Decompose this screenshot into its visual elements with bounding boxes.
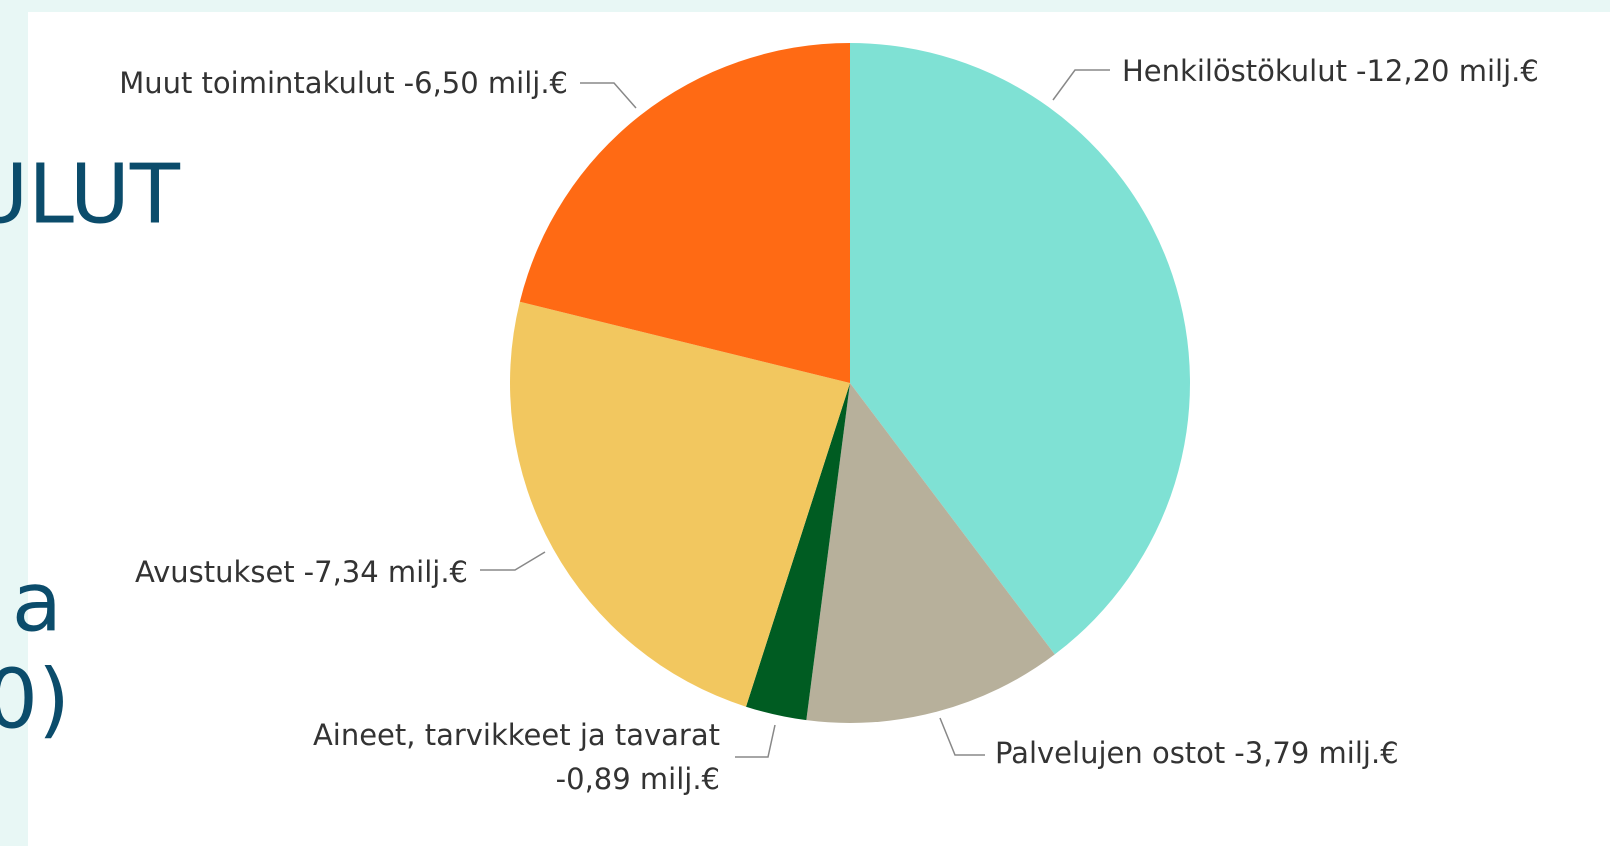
- leader-line: [735, 724, 776, 758]
- leader-line: [480, 551, 546, 571]
- data-label-value: -0,89 milj.€: [556, 762, 720, 796]
- data-label: Muut toimintakulut -6,50 milj.€: [119, 66, 568, 100]
- leader-line: [939, 717, 985, 756]
- data-label-name: Aineet, tarvikkeet ja tavarat: [313, 718, 720, 752]
- data-label-name: Avustukset: [135, 555, 295, 589]
- data-label-name: Muut toimintakulut: [119, 66, 394, 100]
- leader-line: [1052, 69, 1110, 101]
- pie-slice: [745, 383, 850, 721]
- data-label-value: -12,20 milj.€: [1356, 54, 1539, 88]
- data-label-name: Palvelujen ostot: [995, 736, 1225, 770]
- data-label-value: -3,79 milj.€: [1234, 736, 1398, 770]
- slide-text: 0): [0, 652, 70, 747]
- pie-slice: [510, 301, 850, 707]
- slide-text: a: [12, 555, 62, 650]
- leader-line: [580, 82, 637, 109]
- data-label-value: -6,50 milj.€: [404, 66, 568, 100]
- pie-slice: [806, 383, 1055, 723]
- slide-heading: ULUT: [0, 147, 181, 242]
- data-label: Henkilöstökulut -12,20 milj.€: [1122, 54, 1539, 88]
- data-label: Palvelujen ostot -3,79 milj.€: [995, 736, 1399, 770]
- pie-slice: [850, 43, 1190, 655]
- data-label-value: -7,34 milj.€: [304, 555, 468, 589]
- data-label: Avustukset -7,34 milj.€: [135, 555, 468, 589]
- pie-slice: [519, 43, 850, 383]
- data-label-name: Henkilöstökulut: [1122, 54, 1347, 88]
